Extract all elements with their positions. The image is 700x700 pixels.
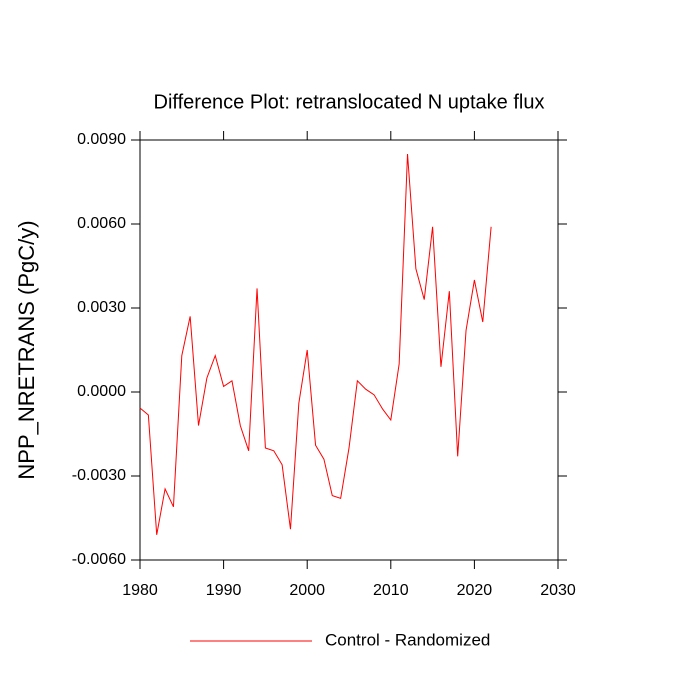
chart-title: Difference Plot: retranslocated N uptake… (154, 91, 545, 113)
y-tick-label: 0.0030 (77, 299, 126, 316)
data-line (139, 153, 492, 535)
y-tick-label: -0.0060 (72, 551, 126, 568)
plot-frame (139, 139, 559, 561)
y-tick-label: 0.0000 (77, 383, 126, 400)
x-tick-label: 2030 (540, 582, 576, 599)
legend-label: Control - Randomized (325, 630, 490, 649)
x-tick-label: 2010 (373, 582, 409, 599)
y-axis-label: NPP_NRETRANS (PgC/y) (14, 220, 39, 479)
x-tick-label: 1990 (206, 582, 242, 599)
x-tick-label: 2020 (457, 582, 493, 599)
x-tick-label: 1980 (122, 582, 158, 599)
y-tick-label: 0.0090 (77, 131, 126, 148)
y-tick-label: -0.0030 (72, 467, 126, 484)
y-tick-label: 0.0060 (77, 215, 126, 232)
x-tick-label: 2000 (289, 582, 325, 599)
